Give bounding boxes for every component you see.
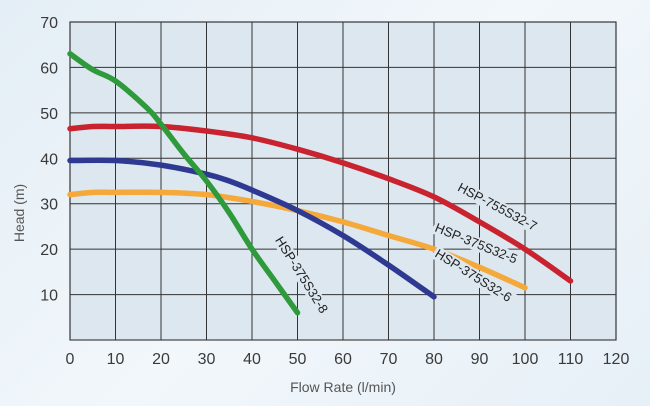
x-tick-label: 40 [243, 351, 261, 368]
y-tick-label: 70 [40, 15, 58, 32]
label-backdrop [430, 245, 519, 308]
label-backdrop [271, 232, 334, 321]
series-line-hsp-375s32-8 [67, 51, 301, 316]
grid [69, 21, 617, 340]
series-line-hsp-755s32-7 [67, 123, 574, 284]
y-ticks: 10 20 30 40 50 60 70 [40, 15, 58, 305]
y-tick-label: 30 [40, 197, 58, 214]
label-backdrop [431, 220, 525, 269]
y-tick-label: 50 [40, 106, 58, 123]
y-tick-label: 10 [40, 288, 58, 305]
y-axis-label: Head (m) [11, 184, 27, 242]
y-tick-label: 40 [40, 151, 58, 168]
series-line-hsp-375s32-6 [67, 157, 437, 300]
x-tick-label: 50 [289, 351, 307, 368]
x-tick-label: 0 [66, 351, 75, 368]
x-tick-label: 100 [512, 351, 539, 368]
x-tick-label: 20 [152, 351, 170, 368]
x-tick-label: 80 [425, 351, 443, 368]
x-tick-label: 60 [334, 351, 352, 368]
x-tick-label: 10 [107, 351, 125, 368]
x-tick-label: 110 [558, 351, 584, 368]
label-backdrop [453, 179, 545, 237]
x-tick-label: 30 [198, 351, 216, 368]
y-tick-label: 60 [40, 60, 58, 77]
x-ticks: 0 10 20 30 40 50 60 70 80 90 100 110 120 [66, 351, 630, 368]
x-tick-label: 90 [471, 351, 489, 368]
x-tick-label: 120 [603, 351, 630, 368]
y-tick-label: 20 [40, 242, 58, 259]
x-tick-label: 70 [380, 351, 398, 368]
x-axis-label: Flow Rate (l/min) [290, 379, 396, 395]
